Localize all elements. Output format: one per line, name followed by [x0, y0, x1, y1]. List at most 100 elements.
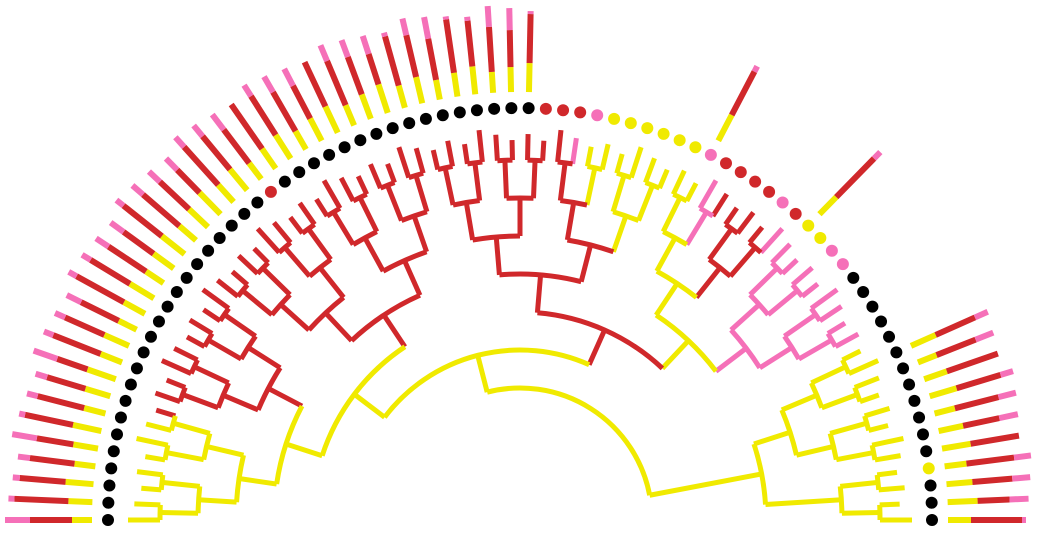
leaf-dot [657, 127, 670, 140]
branch [585, 146, 594, 167]
annotation-bar [947, 497, 978, 506]
branch [261, 266, 292, 297]
annotation-bar [122, 299, 147, 317]
leaf-dot [470, 104, 483, 117]
annotation-bar [944, 460, 967, 470]
annotation-bar [344, 55, 365, 96]
branch [241, 288, 274, 317]
leaf-dot [704, 148, 717, 161]
branch-arc [616, 170, 633, 180]
branch [430, 149, 441, 171]
branch [847, 358, 880, 376]
annotation-bar [1012, 474, 1031, 482]
branch [782, 312, 818, 339]
leaf-dot [107, 445, 120, 458]
annotation-bar [246, 161, 264, 181]
branch [859, 392, 880, 404]
branch [770, 242, 792, 265]
annotation-bar [954, 394, 1000, 412]
branch [841, 348, 862, 363]
branch [714, 346, 748, 374]
branch [396, 146, 412, 179]
leaf-dot [557, 104, 570, 117]
leaf-dot [323, 148, 336, 161]
branch [540, 140, 547, 161]
leaf-dot [453, 106, 466, 119]
annotation-bar [74, 460, 96, 470]
branch [385, 184, 404, 222]
annotation-bar [359, 34, 372, 55]
branch-arc [467, 159, 483, 167]
annotation-bar [484, 5, 492, 28]
annotation-bar [130, 183, 145, 197]
branch [628, 146, 644, 179]
annotation-bar [228, 102, 265, 151]
branch [874, 453, 902, 463]
annotation-bar [506, 30, 514, 68]
annotation-bar [834, 156, 877, 200]
branch [215, 278, 240, 299]
annotation-bar [945, 350, 999, 375]
leaf-dot [913, 411, 926, 424]
leaf-dot [847, 271, 860, 284]
annotation-bar [395, 84, 408, 109]
leaf-dot [293, 166, 306, 179]
leaf-dot [278, 175, 291, 188]
branch [610, 174, 627, 213]
branch [671, 169, 687, 196]
branch [525, 134, 531, 161]
branch-arc [869, 444, 878, 461]
annotation-bar [36, 435, 74, 448]
annotation-bar [425, 38, 440, 81]
branch [654, 282, 680, 317]
annotation-bar [24, 411, 74, 428]
annotation-bar [72, 441, 99, 452]
annotation-bar [128, 281, 156, 301]
annotation-bar [715, 113, 735, 143]
branch [780, 258, 799, 276]
leaf-dot [130, 362, 143, 375]
annotation-bar [32, 347, 59, 362]
branch [206, 337, 243, 362]
branch [385, 162, 397, 184]
branch [660, 338, 691, 371]
branch-arc [277, 240, 293, 255]
leaf-dot [689, 141, 702, 154]
branch [173, 346, 199, 363]
leaf-dot [673, 134, 686, 147]
branch [534, 274, 544, 313]
leaf-dot [926, 514, 938, 526]
leaf-dot [386, 122, 399, 135]
branch [193, 364, 230, 386]
leaf-dot [539, 102, 552, 115]
annotation-bar [443, 18, 457, 74]
branch [797, 337, 834, 362]
annotation-bar [909, 332, 937, 349]
branch [282, 245, 312, 278]
leaf-dot [920, 445, 933, 458]
branch [188, 317, 214, 336]
branch [868, 423, 889, 433]
branch [338, 176, 356, 203]
branch [267, 386, 304, 409]
annotation-bar [928, 385, 958, 400]
branch [318, 266, 346, 299]
branch-arc [452, 198, 480, 208]
annotation-bar [273, 133, 294, 161]
branch [748, 266, 779, 297]
branch [236, 253, 260, 276]
leaf-dot [890, 346, 903, 359]
leaf-dot [238, 207, 251, 220]
branch [306, 227, 333, 261]
annotation-bar [382, 35, 402, 87]
branch [863, 406, 891, 419]
branch [790, 265, 814, 287]
branch [238, 476, 278, 487]
branch [879, 501, 900, 508]
annotation-bar [177, 223, 198, 243]
branch [584, 167, 598, 206]
branch [643, 157, 657, 184]
annotation-bar [946, 479, 973, 488]
annotation-bar [68, 498, 93, 506]
branch [493, 236, 502, 276]
